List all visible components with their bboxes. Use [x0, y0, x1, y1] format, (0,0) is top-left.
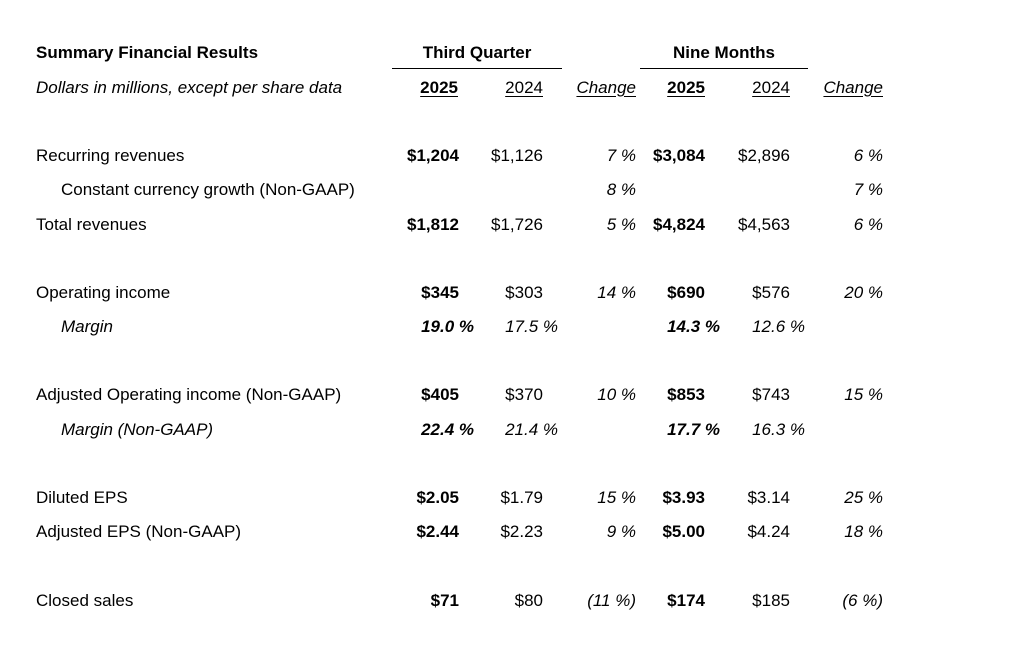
cell-n-2024: $185 — [752, 591, 790, 610]
cell-q-2024: $370 — [505, 385, 543, 404]
row-label: Total revenues — [36, 215, 147, 234]
row-label: Operating income — [36, 283, 171, 302]
col-header-q-2024: 2024 — [505, 78, 543, 97]
cell-n-2025: $3.93 — [662, 488, 705, 507]
row-label: Closed sales — [36, 591, 134, 610]
col-header-n-2024: 2024 — [752, 78, 790, 97]
cell-n-2024: 12.6 % — [752, 317, 805, 336]
group-rule-nine-months — [640, 68, 808, 69]
cell-q-2024: $1,126 — [491, 146, 543, 165]
cell-n-2025: $690 — [667, 283, 705, 302]
cell-q-2024: $1,726 — [491, 215, 543, 234]
cell-n-2024: $4.24 — [747, 522, 790, 541]
col-header-q-2025: 2025 — [420, 78, 458, 97]
cell-q-2024: $2.23 — [500, 522, 543, 541]
cell-n-change: 7 % — [853, 180, 883, 199]
cell-n-2025: $4,824 — [653, 215, 705, 234]
cell-q-change: 10 % — [597, 385, 636, 404]
cell-q-change: 7 % — [606, 146, 636, 165]
cell-n-change: 15 % — [844, 385, 883, 404]
cell-n-2024: $576 — [752, 283, 790, 302]
cell-q-change: 9 % — [606, 522, 636, 541]
cell-q-2024: 21.4 % — [505, 420, 558, 439]
cell-n-2025: $174 — [667, 591, 705, 610]
col-header-n-change: Change — [823, 78, 883, 97]
cell-n-2025: $3,084 — [653, 146, 705, 165]
row-label: Diluted EPS — [36, 488, 128, 507]
cell-q-2025: $405 — [421, 385, 459, 404]
cell-q-change: 5 % — [606, 215, 636, 234]
row-label: Recurring revenues — [36, 146, 185, 165]
row-label: Constant currency growth (Non-GAAP) — [61, 180, 355, 199]
row-label: Margin — [61, 317, 113, 336]
cell-q-2025: $1,812 — [407, 215, 459, 234]
col-header-n-2025: 2025 — [667, 78, 705, 97]
cell-n-2024: $3.14 — [747, 488, 790, 507]
cell-q-2025: $345 — [421, 283, 459, 302]
group-header-third-quarter: Third Quarter — [422, 43, 532, 62]
cell-q-change: 15 % — [597, 488, 636, 507]
cell-n-change: 6 % — [853, 146, 883, 165]
group-rule-third-quarter — [392, 68, 562, 69]
cell-n-2025: 17.7 % — [667, 420, 720, 439]
cell-q-2025: $2.05 — [416, 488, 459, 507]
table-title: Summary Financial Results — [36, 43, 259, 62]
cell-n-change: 20 % — [844, 283, 883, 302]
cell-n-2025: $5.00 — [662, 522, 705, 541]
cell-n-2024: $2,896 — [738, 146, 790, 165]
cell-n-2024: 16.3 % — [752, 420, 805, 439]
cell-q-2025: 19.0 % — [421, 317, 474, 336]
cell-q-2024: $80 — [514, 591, 543, 610]
row-label: Margin (Non-GAAP) — [61, 420, 214, 439]
cell-q-2025: $71 — [430, 591, 459, 610]
cell-q-change: 8 % — [606, 180, 636, 199]
cell-n-change: (6 %) — [842, 591, 883, 610]
cell-n-2024: $743 — [752, 385, 790, 404]
col-header-q-change: Change — [576, 78, 636, 97]
cell-q-2024: $1.79 — [500, 488, 543, 507]
cell-q-change: (11 %) — [587, 591, 636, 610]
cell-q-change: 14 % — [597, 283, 636, 302]
cell-q-2024: $303 — [505, 283, 543, 302]
row-label: Adjusted Operating income (Non-GAAP) — [36, 385, 342, 404]
cell-n-change: 18 % — [844, 522, 883, 541]
cell-q-2025: $1,204 — [407, 146, 459, 165]
cell-n-2025: $853 — [667, 385, 705, 404]
cell-n-change: 25 % — [844, 488, 883, 507]
row-label: Adjusted EPS (Non-GAAP) — [36, 522, 242, 541]
cell-n-2025: 14.3 % — [667, 317, 720, 336]
cell-n-change: 6 % — [853, 215, 883, 234]
cell-q-2025: $2.44 — [416, 522, 459, 541]
cell-q-2024: 17.5 % — [505, 317, 558, 336]
table-subtitle: Dollars in millions, except per share da… — [36, 78, 343, 97]
cell-q-2025: 22.4 % — [421, 420, 474, 439]
cell-n-2024: $4,563 — [738, 215, 790, 234]
group-header-nine-months: Nine Months — [673, 43, 775, 62]
